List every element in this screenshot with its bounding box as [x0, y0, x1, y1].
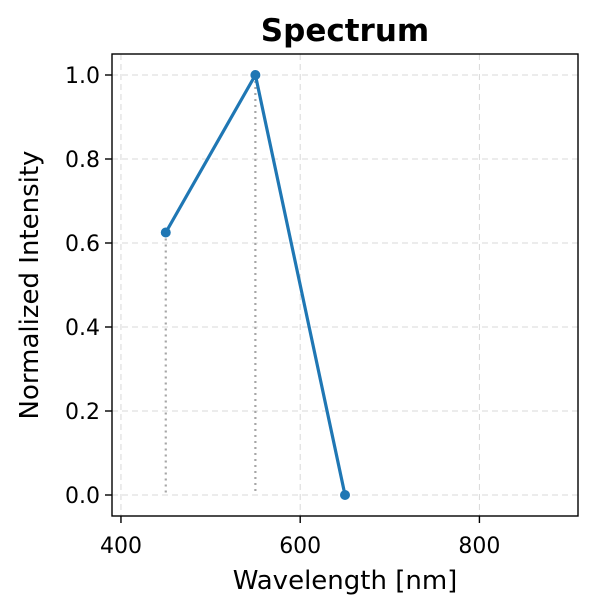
data-point [340, 490, 350, 500]
plot-area-frame [111, 53, 579, 517]
data-point [250, 70, 261, 80]
y-tick-label: 0.0 [65, 484, 100, 509]
drop-lines [164, 75, 257, 495]
y-tick-label: 0.2 [65, 400, 100, 425]
x-tick-label: 400 [100, 534, 142, 559]
series [160, 70, 350, 500]
x-axis-ticks: 400 600 800 [100, 516, 500, 559]
y-axis-ticks: 0.0 0.2 0.4 0.6 0.8 1.0 [65, 64, 112, 509]
x-tick-label: 800 [458, 534, 500, 559]
chart-title: Spectrum [261, 13, 429, 49]
y-tick-label: 0.8 [65, 148, 100, 173]
y-tick-label: 0.4 [65, 316, 100, 341]
x-tick-label: 600 [279, 534, 321, 559]
data-point [160, 227, 171, 238]
x-axis-label: Wavelength [nm] [233, 566, 458, 596]
y-tick-label: 0.6 [65, 232, 100, 257]
grid [112, 54, 578, 516]
y-axis-label: Normalized Intensity [15, 151, 45, 420]
y-tick-label: 1.0 [65, 64, 100, 89]
